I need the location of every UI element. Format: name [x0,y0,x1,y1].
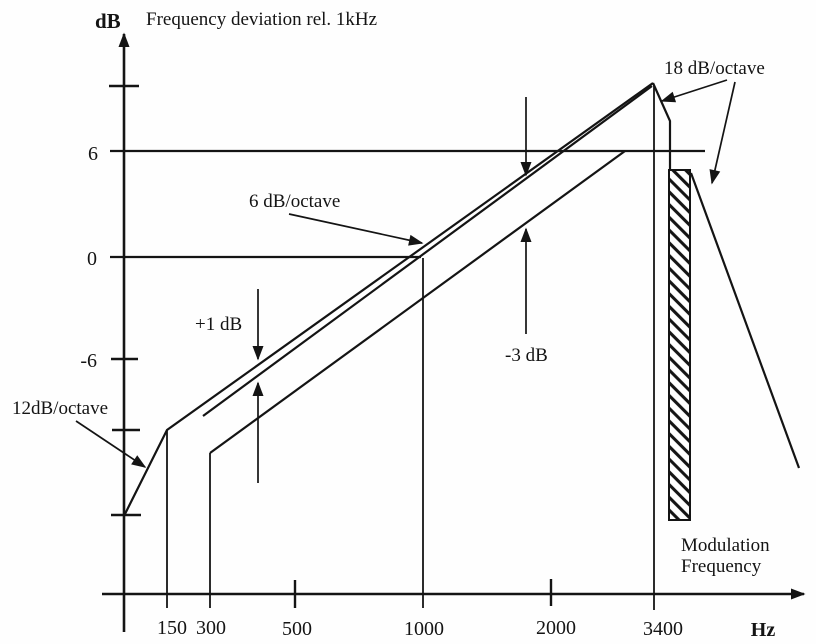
y-tick-label-minus6: -6 [80,350,97,372]
modulation-frequency-limit-bar [668,169,691,521]
x-tick-label-2000: 2000 [536,617,576,639]
modulation-frequency-label-line1: Modulation [681,535,770,556]
plus-1db-label: +1 dB [195,314,242,335]
y-tick-label-6: 6 [88,143,98,165]
pointer-18db-octave-right [709,81,736,185]
pointer-6db-octave [288,213,424,246]
rolloff-18db-upper-segment [651,82,672,169]
slope-6db-label: 6 dB/octave [249,191,340,212]
y-tick-label-0: 0 [87,248,97,270]
pointer-12db-octave [75,420,147,468]
lower-limit-curve [209,150,626,454]
x-tick-label-150: 150 [157,617,187,639]
modulation-frequency-label-line2: Frequency [681,556,762,577]
x-tick-label-300: 300 [196,617,226,639]
x-tick-label-500: 500 [282,618,312,640]
x-tick-label-3400: 3400 [643,618,683,640]
figure-title: Frequency deviation rel. 1kHz [146,9,377,30]
y-axis-unit-label: dB [95,9,121,33]
upper-limit-curve [124,82,654,515]
minus-3db-label: -3 dB [505,345,548,366]
slope-18db-label: 18 dB/octave [664,58,765,79]
x-axis-unit-label: Hz [751,619,776,641]
nominal-curve [202,85,653,417]
pointer-18db-octave-left [660,79,728,103]
rolloff-18db-lower-segment [689,172,801,469]
slope-12db-label: 12dB/octave [12,398,108,419]
x-tick-label-1000: 1000 [404,618,444,640]
